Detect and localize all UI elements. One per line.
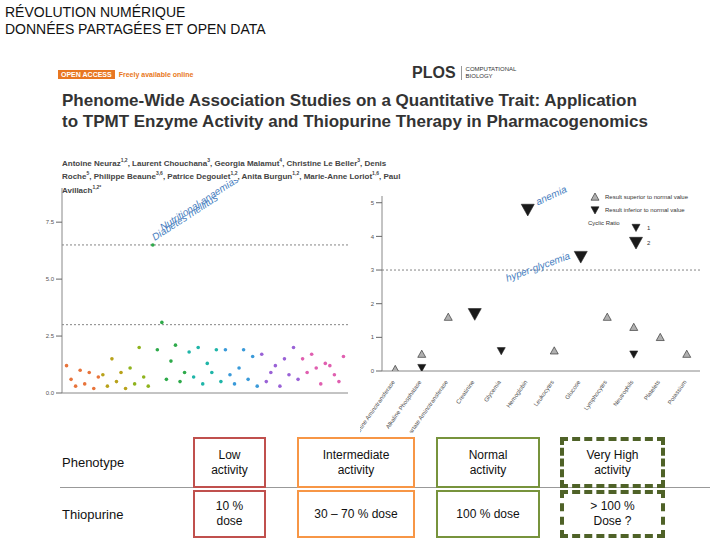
svg-text:Hemoglobin: Hemoglobin — [505, 379, 528, 409]
svg-text:5: 5 — [371, 200, 375, 206]
svg-text:0.0: 0.0 — [46, 390, 55, 396]
svg-text:Diabetes mellitus: Diabetes mellitus — [149, 191, 220, 243]
html-text:Freely available online: Freely available online — [118, 71, 194, 78]
svg-text:0: 0 — [371, 368, 375, 374]
svg-text:3: 3 — [371, 267, 375, 273]
html-text:10 % dose: 10 % dose — [215, 499, 244, 528]
svg-text:anemia: anemia — [534, 186, 569, 207]
svg-text:Nutritional anaemias: Nutritional anaemias — [158, 180, 240, 233]
html-text:PLOS: PLOS — [412, 64, 456, 81]
html-text:Very High activity: Very High activity — [586, 447, 639, 477]
html-text:2: 2 — [647, 239, 651, 246]
html-text:> 100 % Dose ?: > 100 % Dose ? — [590, 499, 635, 528]
svg-text:Glucose: Glucose — [564, 379, 582, 401]
html-text:Intermediate activity: Intermediate activity — [322, 447, 390, 477]
html-text:1: 1 — [647, 224, 651, 231]
html-text:Thiopurine: Thiopurine — [62, 506, 124, 522]
html-text:Low activity: Low activity — [211, 447, 248, 477]
svg-text:5.0: 5.0 — [46, 276, 55, 282]
svg-text:Alkaline Phosphatase: Alkaline Phosphatase — [384, 379, 423, 430]
svg-text:Platelets: Platelets — [643, 379, 661, 401]
svg-text:Glycemia: Glycemia — [483, 379, 503, 403]
svg-text:Neutrophils: Neutrophils — [612, 379, 634, 407]
svg-text:2.5: 2.5 — [46, 333, 55, 339]
svg-text:hyper-glycemia: hyper-glycemia — [504, 250, 572, 284]
svg-text:Potassium: Potassium — [667, 379, 688, 405]
html-text:Phenome-Wide Association Studi: Phenome-Wide Association Studies on a Qu… — [62, 91, 648, 131]
html-text:RÉVOLUTION NUMÉRIQUE: RÉVOLUTION NUMÉRIQUE — [5, 4, 186, 20]
html-text:COMPUTATIONAL: COMPUTATIONAL — [465, 66, 517, 72]
html-text:100 % dose: 100 % dose — [456, 506, 520, 521]
svg-text:Creatinine: Creatinine — [455, 379, 476, 405]
svg-text:2: 2 — [371, 301, 375, 307]
svg-text:Aspartate Aminotransferase: Aspartate Aminotransferase — [402, 379, 450, 433]
svg-text:7.5: 7.5 — [46, 219, 55, 225]
html-text:Cyclic Ratio: Cyclic Ratio — [588, 220, 620, 226]
html-text:Antoine Neuraz1,2, Laurent Cho: Antoine Neuraz1,2, Laurent Chouchana3, G… — [62, 157, 401, 195]
html-text:OPEN ACCESS: OPEN ACCESS — [61, 71, 112, 78]
html-text:Normal activity: Normal activity — [468, 447, 508, 477]
html-text:Result superior to normal valu: Result superior to normal value — [605, 193, 688, 200]
svg-text:4: 4 — [371, 234, 375, 240]
html-text:BIOLOGY: BIOLOGY — [465, 73, 493, 79]
svg-text:Lymphocytes: Lymphocytes — [583, 379, 608, 411]
svg-text:1: 1 — [371, 334, 375, 340]
html-text:Result inferior to normal valu: Result inferior to normal value — [605, 206, 685, 213]
html-text:DONNÉES PARTAGÉES ET OPEN DATA: DONNÉES PARTAGÉES ET OPEN DATA — [5, 21, 266, 37]
html-text:Phenotype: Phenotype — [62, 455, 125, 470]
svg-text:Leukocytes: Leukocytes — [533, 379, 555, 407]
html-text:30 – 70 % dose: 30 – 70 % dose — [314, 506, 398, 521]
